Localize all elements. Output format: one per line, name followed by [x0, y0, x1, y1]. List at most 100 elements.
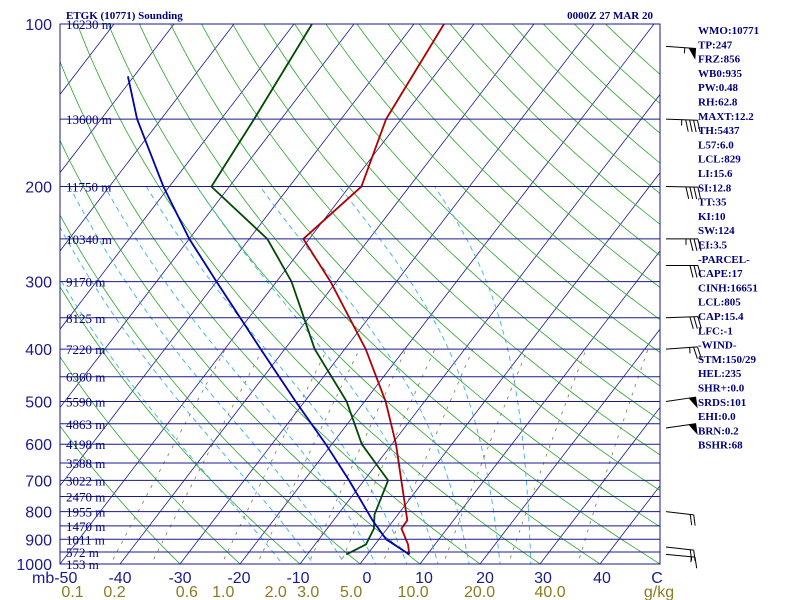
height-label: 6360 m — [66, 370, 105, 385]
pressure-tick-label: 900 — [25, 532, 52, 549]
mixing-ratio-tick-label: 10.0 — [398, 584, 429, 600]
isotherm-line — [479, 328, 660, 564]
index-entry: HEL:235 — [698, 368, 742, 380]
pressure-tick-label: 600 — [25, 437, 52, 454]
index-entry: RH:62.8 — [698, 97, 738, 109]
dry-adiabat-line — [232, 24, 660, 456]
wind-barb — [665, 511, 696, 526]
dry-adiabat-line — [325, 24, 660, 354]
index-entry: LFC:-1 — [698, 325, 733, 337]
dry-adiabat-line — [107, 24, 601, 564]
mixing-ratio-line — [381, 348, 474, 564]
mixing-ratio-line — [308, 348, 407, 564]
moist-adiabat-line — [69, 186, 346, 564]
temperature-tick-label: 0 — [363, 570, 372, 587]
index-entry: TP:247 — [698, 39, 733, 51]
index-entry: EI:3.5 — [698, 240, 728, 252]
index-entry: -PARCEL- — [698, 254, 750, 266]
index-entry: MAXT:12.2 — [698, 111, 754, 123]
index-entry: FRZ:856 — [698, 54, 741, 66]
plot-frame — [59, 23, 661, 565]
height-label: 3022 m — [66, 473, 105, 488]
height-label: 8125 m — [66, 311, 105, 326]
index-entry: WMO:10771 — [698, 25, 759, 37]
dry-adiabat-line — [60, 60, 481, 564]
index-entry: CAPE:17 — [698, 268, 743, 280]
isotherm-line — [60, 24, 415, 487]
dry-adiabat-line — [76, 24, 541, 564]
isotherm-line — [119, 24, 535, 564]
mixing-ratio-tick-label: 40.0 — [534, 584, 565, 600]
dry-adiabat-line — [542, 24, 660, 134]
pressure-tick-label: 100 — [25, 17, 52, 34]
wind-barb — [665, 45, 697, 60]
wind-barb — [666, 264, 702, 278]
index-entry: TT:35 — [698, 197, 727, 209]
mixing-ratio-tick-label: 1.0 — [212, 584, 234, 600]
mixing-ratio-line — [577, 348, 649, 564]
index-entry: EHI:0.0 — [698, 411, 736, 423]
isotherm-line — [239, 24, 655, 564]
dry-adiabat-line — [573, 24, 660, 105]
index-entry: CAP:15.4 — [698, 311, 744, 323]
mixing-ratio-tick-label: 0.6 — [176, 584, 198, 600]
index-entry: CINH:16651 — [698, 282, 758, 294]
isotherm-line — [60, 24, 355, 409]
index-entry: SI:12.8 — [698, 182, 732, 194]
pressure-tick-label: 200 — [25, 180, 52, 197]
wind-barb — [665, 553, 698, 569]
pressure-axis-ticks: 100 200 300 400 500 600 700 800 900 1000 — [16, 17, 52, 574]
parcel-profile — [127, 76, 410, 556]
moist-adiabat-line — [146, 186, 408, 564]
dry-adiabat-line — [356, 24, 660, 321]
sounding-time: 0000Z 27 MAR 20 — [567, 10, 653, 22]
pressure-tick-label: 300 — [25, 275, 52, 292]
index-entry: WB0:935 — [698, 68, 743, 80]
height-label: 4198 m — [66, 437, 105, 452]
temperature-tick-label: C — [651, 570, 663, 587]
dry-adiabat-line — [138, 24, 660, 564]
temperature-tick-label: -10 — [286, 570, 309, 587]
height-label: 10340 m — [66, 232, 112, 247]
wind-barb — [666, 238, 702, 252]
wind-barb — [665, 423, 698, 435]
index-entry: SHR+:0.0 — [698, 383, 745, 395]
dry-adiabat-line — [60, 356, 241, 564]
mixing-ratio-line — [150, 348, 264, 564]
moist-adiabat-line — [60, 226, 314, 564]
dry-adiabat-line — [511, 24, 660, 164]
height-label: 3588 m — [66, 456, 105, 471]
isotherm-line — [299, 93, 660, 564]
height-label: 13600 m — [66, 112, 112, 127]
moist-adiabat-line — [60, 278, 283, 564]
height-label: 9170 m — [66, 275, 105, 290]
temperature-tick-label: -30 — [168, 570, 191, 587]
dry-adiabat-line — [387, 24, 660, 288]
index-entry: LCL:805 — [698, 297, 741, 309]
wind-barb — [665, 396, 698, 409]
height-label: 7220 m — [66, 342, 105, 357]
isotherm-line — [60, 24, 235, 252]
wind-barb — [665, 118, 701, 133]
height-label: 4863 m — [66, 417, 105, 432]
isotherm-line — [60, 24, 175, 174]
wind-barb — [665, 316, 702, 329]
pressure-tick-label: 500 — [25, 394, 52, 411]
mixing-ratio-tick-label: 2.0 — [265, 584, 287, 600]
index-entry: BSHR:68 — [698, 440, 743, 452]
index-entry: TH:5437 — [698, 125, 740, 137]
mixing-ratio-tick-label: 20.0 — [464, 584, 495, 600]
wind-barb — [665, 346, 702, 359]
isotherm-line — [359, 172, 660, 564]
index-entry: SRDS:101 — [698, 397, 746, 409]
moist-adiabat-line — [434, 186, 532, 564]
dry-adiabat-line — [170, 24, 660, 528]
wind-barbs — [665, 45, 702, 569]
mixing-ratio-line — [442, 348, 528, 564]
index-entry: BRN:0.2 — [698, 425, 739, 437]
index-entry: LI:15.6 — [698, 168, 733, 180]
dry-adiabat-line — [294, 24, 660, 387]
pressure-tick-label: 700 — [25, 473, 52, 490]
dry-adiabat-line — [480, 24, 660, 194]
